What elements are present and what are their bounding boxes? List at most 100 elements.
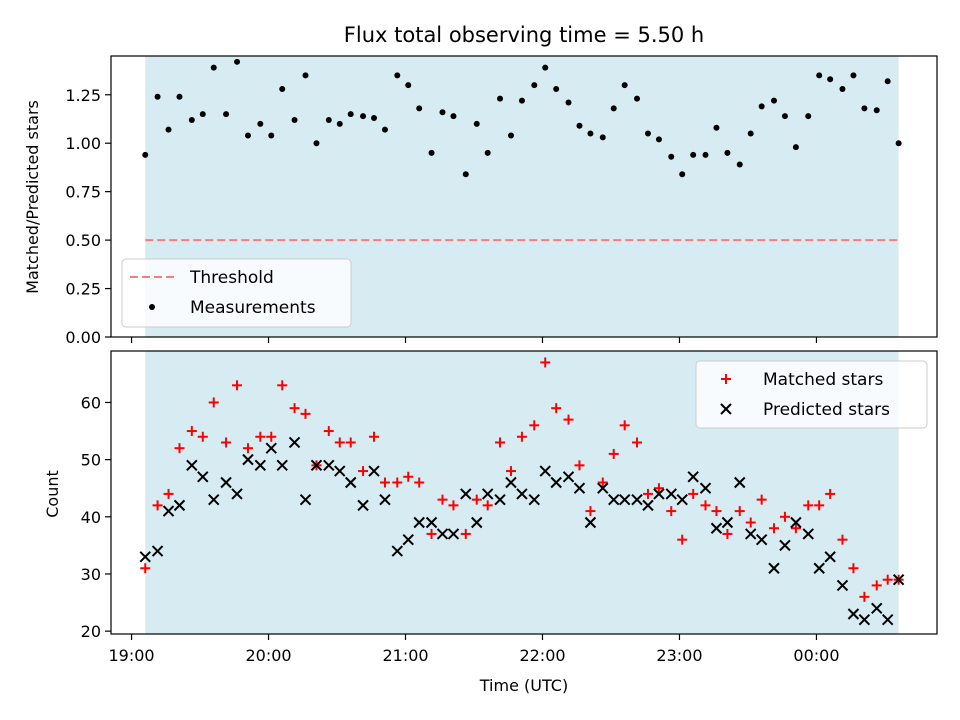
- matched-star-point: [722, 528, 733, 539]
- measurement-point: [861, 105, 868, 112]
- matched-star-point: [734, 506, 745, 517]
- y-tick-label: 0.25: [65, 280, 101, 299]
- measurement-point: [850, 72, 857, 79]
- matched-star-point: [277, 380, 288, 391]
- measurement-point: [690, 151, 697, 158]
- marker-stroke: [871, 602, 883, 614]
- predicted-star-point: [892, 573, 905, 586]
- measurement-point: [655, 136, 662, 143]
- predicted-star-point: [460, 488, 472, 500]
- measurement-point: [531, 82, 538, 89]
- y-tick-label: 0.00: [65, 328, 101, 347]
- predicted-star-point: [299, 493, 312, 506]
- predicted-star-point: [790, 516, 802, 529]
- predicted-star-point: [871, 602, 883, 614]
- predicted-star-point: [618, 493, 631, 506]
- matched-star-point: [756, 494, 767, 505]
- matched-star-point: [471, 494, 482, 505]
- predicted-star-point: [334, 465, 346, 477]
- marker-stroke: [813, 562, 825, 574]
- matched-star-point: [289, 403, 300, 414]
- measurement-point: [576, 122, 583, 129]
- y-tick-label: 40: [81, 508, 101, 527]
- marker-stroke: [836, 579, 849, 592]
- matched-star-point: [803, 500, 814, 511]
- measurement-point: [313, 140, 320, 147]
- marker-stroke: [276, 459, 288, 472]
- marker-stroke: [824, 551, 836, 563]
- predicted-star-point: [642, 499, 654, 512]
- x-tick-label: 00:00: [793, 646, 839, 665]
- predicted-star-point: [276, 459, 288, 472]
- measurement-point: [176, 93, 183, 100]
- x-tick-label: 22:00: [519, 646, 565, 665]
- matched-star-point: [608, 448, 619, 459]
- predicted-star-point: [288, 436, 301, 449]
- predicted-star-point: [265, 442, 277, 454]
- legend-predicted-label: Predicted stars: [763, 400, 890, 420]
- predicted-star-point: [357, 499, 369, 512]
- measurement-point: [758, 103, 765, 110]
- measurement-point: [371, 115, 378, 122]
- marker-stroke: [768, 562, 780, 574]
- matched-star-point: [208, 397, 219, 408]
- matched-star-point: [163, 488, 174, 499]
- marker-stroke: [299, 493, 312, 506]
- marker-stroke: [139, 551, 151, 563]
- measurement-point: [839, 85, 846, 92]
- predicted-star-point: [447, 528, 460, 540]
- predicted-star-point: [631, 493, 643, 506]
- marker-stroke: [186, 459, 198, 472]
- measurement-point: [473, 120, 480, 127]
- predicted-star-point: [471, 516, 483, 529]
- matched-star-point: [334, 437, 345, 448]
- measurement-point: [747, 130, 754, 137]
- measurement-point: [325, 116, 332, 123]
- marker-stroke: [755, 533, 768, 546]
- marker-stroke: [550, 476, 562, 489]
- marker-stroke: [744, 528, 757, 540]
- measurement-point: [234, 58, 241, 65]
- marker-stroke: [242, 453, 254, 466]
- matched-star-point: [516, 431, 527, 442]
- bottom-y-axis-label: Count: [43, 470, 62, 518]
- predicted-star-point: [425, 516, 438, 529]
- matched-star-point: [540, 357, 551, 368]
- matched-star-point: [585, 506, 596, 517]
- measurement-point: [668, 153, 675, 160]
- matched-star-point: [779, 511, 790, 522]
- marker-stroke: [892, 573, 905, 586]
- legend-box: [121, 258, 352, 328]
- marker-stroke: [323, 459, 335, 472]
- marker-stroke: [231, 488, 243, 500]
- matched-star-point: [495, 437, 506, 448]
- marker-stroke: [847, 608, 860, 620]
- measurement-point: [279, 85, 286, 92]
- measurement-point: [873, 107, 880, 114]
- marker-stroke: [699, 482, 712, 494]
- measurement-point: [816, 72, 823, 79]
- matched-star-point: [140, 563, 151, 574]
- measurement-point: [770, 97, 777, 104]
- predicted-star-point: [379, 493, 391, 506]
- predicted-star-point: [768, 562, 780, 574]
- matched-star-point: [837, 534, 848, 545]
- matched-star-point: [745, 517, 756, 528]
- matched-star-point: [642, 488, 653, 499]
- measurement-point: [518, 97, 525, 104]
- matched-star-point: [186, 426, 197, 437]
- marker-stroke: [220, 476, 232, 489]
- measurement-point: [792, 144, 799, 151]
- matched-star-point: [814, 500, 825, 511]
- marker-stroke: [720, 403, 732, 415]
- legend-box: [695, 360, 928, 429]
- predicted-star-point: [608, 493, 620, 506]
- predicted-star-point: [699, 482, 712, 494]
- y-tick-label: 30: [81, 565, 101, 584]
- marker-stroke: [265, 442, 277, 454]
- measurement-point: [405, 82, 412, 89]
- y-tick-label: 0.75: [65, 183, 101, 202]
- marker-stroke: [710, 522, 723, 534]
- measurement-point: [553, 85, 560, 92]
